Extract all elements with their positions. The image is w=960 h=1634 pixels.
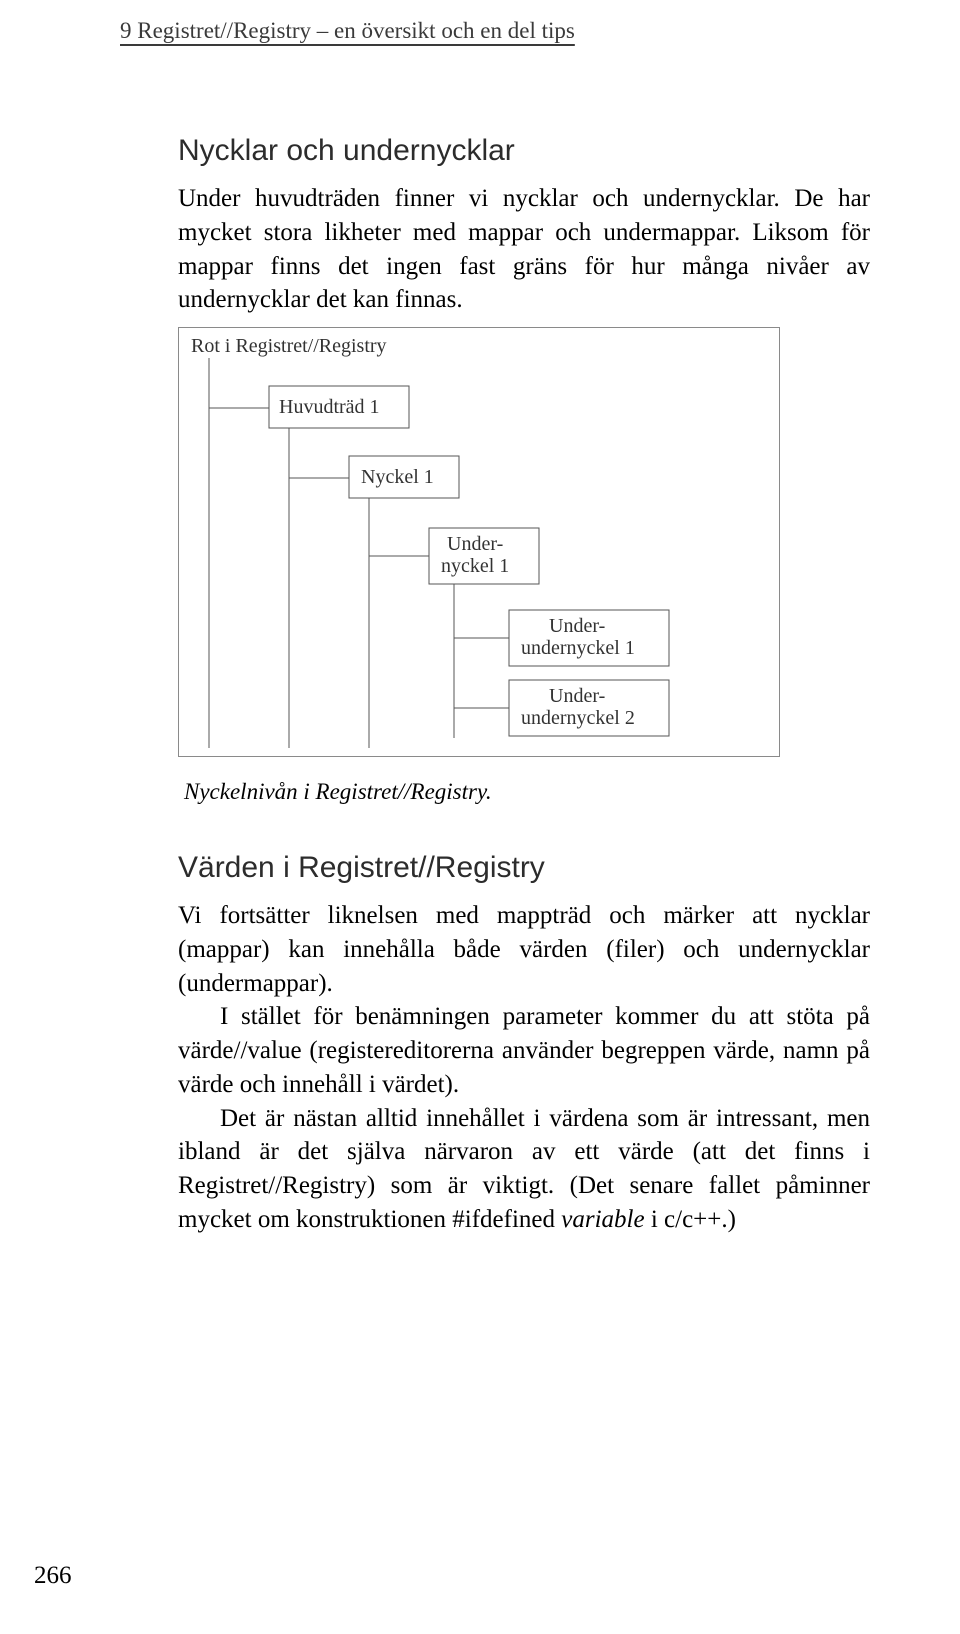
section2-title: Värden i Registret//Registry (178, 851, 870, 885)
section2-p2: I stället för benämningen parameter komm… (178, 1000, 870, 1101)
section1-p1: Under huvudträden finner vi nycklar och … (178, 182, 870, 317)
section2-p1: Vi fortsätter liknelsen med mappträd och… (178, 899, 870, 1000)
p3-part-b: i c/c++.) (645, 1206, 736, 1233)
node-nyckel: Nyckel 1 (361, 466, 434, 488)
section1-title: Nycklar och undernycklar (178, 134, 870, 168)
node-uu2-l2: undernyckel 2 (521, 707, 635, 729)
node-huvudtrad: Huvudträd 1 (279, 396, 380, 418)
node-undernyckel-l2: nyckel 1 (441, 555, 509, 577)
node-uu2-l1: Under- (549, 685, 605, 707)
root-label: Rot i Registret//Registry (191, 335, 387, 357)
diagram-caption: Nyckelnivån i Registret//Registry. (184, 779, 870, 805)
node-undernyckel-l1: Under- (447, 533, 503, 555)
node-uu1-l1: Under- (549, 615, 605, 637)
running-header: 9 Registret//Registry – en översikt och … (120, 0, 870, 44)
p3-variable: variable (561, 1206, 644, 1233)
tree-diagram: Rot i Registret//Registry Huvudträd 1 Ny… (178, 327, 780, 757)
page-number: 266 (34, 1562, 72, 1590)
p3-part-a: Det är nästan alltid innehållet i värden… (178, 1105, 870, 1233)
section2-p3: Det är nästan alltid innehållet i värden… (178, 1102, 870, 1237)
node-uu1-l2: undernyckel 1 (521, 637, 635, 659)
